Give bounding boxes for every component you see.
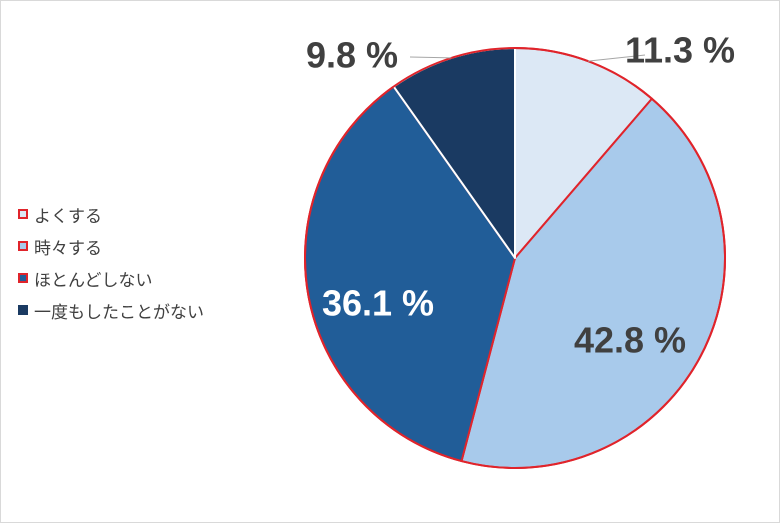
legend-item-3: 一度もしたことがない — [18, 294, 204, 326]
legend-item-2: ほとんどしない — [18, 262, 204, 294]
legend: よくする 時々する ほとんどしない 一度もしたことがない — [18, 198, 204, 326]
legend-item-1: 時々する — [18, 230, 204, 262]
data-label-3: 9.8 % — [306, 35, 398, 76]
leader-line-3 — [409, 56, 452, 59]
pie-outline — [304, 47, 726, 469]
legend-swatch-0 — [18, 209, 28, 219]
legend-label-2: ほとんどしない — [34, 270, 153, 291]
legend-swatch-3 — [18, 305, 28, 315]
legend-swatch-1 — [18, 241, 28, 251]
data-label-1: 42.8 % — [574, 320, 686, 361]
data-label-2: 36.1 % — [322, 283, 434, 324]
legend-item-0: よくする — [18, 198, 204, 230]
data-label-0: 11.3 % — [625, 30, 735, 71]
legend-label-1: 時々する — [34, 238, 102, 259]
legend-label-0: よくする — [34, 206, 102, 227]
leader-line-0 — [587, 54, 646, 62]
legend-swatch-2 — [18, 273, 28, 283]
legend-label-3: 一度もしたことがない — [34, 302, 204, 323]
